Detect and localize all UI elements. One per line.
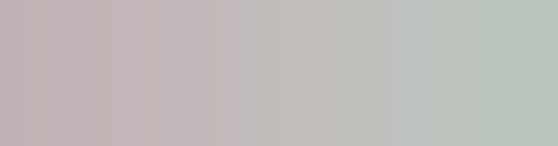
- Text: Of 230 employees selected randomly from one company,
10.43% of them commute by c: Of 230 employees selected randomly from …: [16, 10, 530, 105]
